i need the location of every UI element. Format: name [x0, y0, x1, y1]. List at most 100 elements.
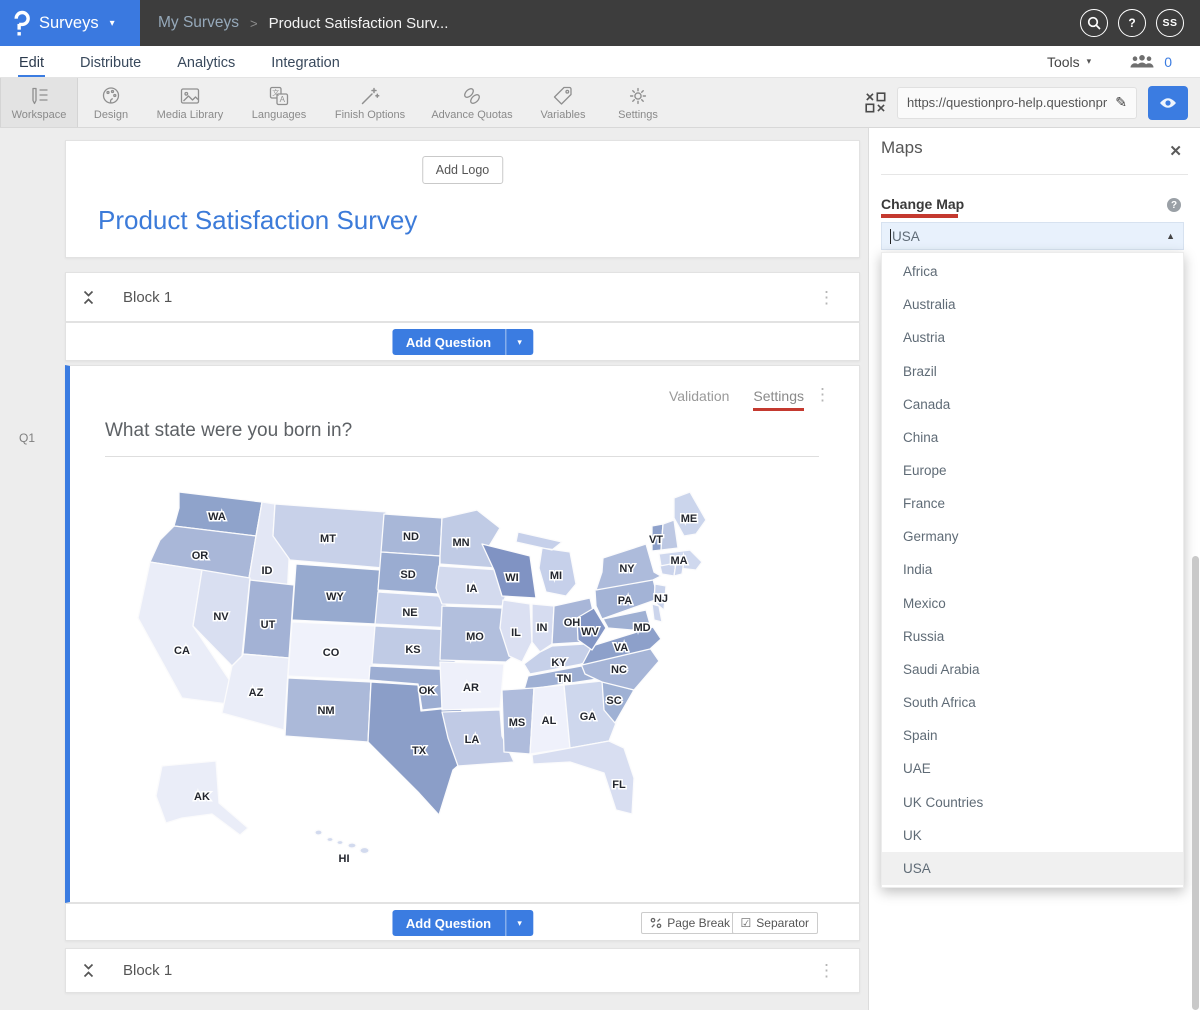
toolbar-item-workspace[interactable]: Workspace [0, 78, 78, 127]
map-state-il[interactable] [499, 599, 533, 663]
nav-tab-edit[interactable]: Edit [18, 55, 45, 77]
map-option-africa[interactable]: Africa [903, 264, 938, 280]
map-option-canada[interactable]: Canada [903, 396, 951, 412]
map-option-austria[interactable]: Austria [903, 330, 946, 346]
block-title[interactable]: Block 1 [123, 962, 173, 979]
product-switcher[interactable]: Surveys ▾ [0, 0, 140, 46]
preview-button[interactable] [1148, 85, 1188, 120]
toolbar-item-settings[interactable]: Settings [600, 78, 676, 127]
question-text[interactable]: What state were you born in? [105, 420, 353, 441]
map-option-uk-countries[interactable]: UK Countries [903, 794, 984, 810]
map-state-hi[interactable] [314, 829, 370, 855]
collapse-block-icon[interactable] [83, 963, 94, 978]
separator-button[interactable]: ☑ Separator [731, 912, 818, 934]
map-option-usa[interactable]: USA [882, 851, 1183, 885]
map-option-germany[interactable]: Germany [903, 529, 959, 545]
avatar[interactable]: SS [1156, 9, 1184, 37]
toolbar-item-label: Workspace [11, 108, 67, 121]
chevron-down-icon[interactable]: ▾ [1086, 56, 1092, 66]
map-option-france[interactable]: France [903, 496, 946, 512]
page-scrollbar[interactable] [1192, 556, 1199, 1010]
add-question-label[interactable]: Add Question [391, 910, 506, 936]
map-state-in[interactable] [531, 603, 555, 653]
map-state-ct[interactable] [659, 562, 677, 577]
collapse-block-icon[interactable] [83, 290, 94, 305]
close-icon[interactable]: ✕ [1169, 143, 1182, 160]
chevron-up-icon[interactable]: ▲ [1166, 231, 1175, 241]
survey-title[interactable]: Product Satisfaction Survey [98, 205, 418, 235]
map-state-me[interactable] [673, 491, 707, 537]
survey-url-input[interactable]: https://questionpro-help.questionpr [907, 95, 1108, 110]
map-option-uae[interactable]: UAE [903, 761, 931, 777]
map-option-mexico[interactable]: Mexico [903, 595, 946, 611]
map-state-nh[interactable] [660, 519, 679, 551]
map-state-ri[interactable] [673, 560, 685, 577]
map-option-brazil[interactable]: Brazil [903, 363, 937, 379]
toolbar-item-finish-options[interactable]: Finish Options [322, 78, 418, 127]
nav-tab-analytics[interactable]: Analytics [177, 55, 236, 71]
add-question-dropdown[interactable]: ▾ [505, 910, 534, 936]
add-question-button[interactable]: Add Question ▾ [391, 329, 534, 355]
breadcrumb-my-surveys[interactable]: My Surveys [158, 14, 239, 31]
block-title[interactable]: Block 1 [123, 288, 173, 306]
collaborators-button[interactable]: 0 [1129, 54, 1172, 70]
map-state-ak[interactable] [155, 760, 249, 836]
block-menu-icon[interactable]: ⋮ [818, 961, 835, 980]
map-state-nj[interactable] [653, 583, 667, 611]
tab-settings[interactable]: Settings [753, 388, 804, 411]
toolbar-item-design[interactable]: Design [78, 78, 144, 127]
map-state-ar[interactable] [439, 661, 505, 711]
add-question-dropdown[interactable]: ▾ [505, 329, 534, 355]
map-option-russia[interactable]: Russia [903, 628, 945, 644]
change-map-select[interactable]: USA ▲ [881, 222, 1184, 250]
map-state-wv[interactable] [576, 607, 607, 651]
map-option-saudi-arabia[interactable]: Saudi Arabia [903, 661, 980, 677]
map-state-az[interactable] [221, 653, 290, 731]
search-icon [1087, 16, 1101, 30]
toolbar-item-media-library[interactable]: Media Library [144, 78, 236, 127]
map-state-va[interactable] [581, 626, 662, 666]
map-state-de[interactable] [651, 603, 663, 623]
map-option-south-africa[interactable]: South Africa [903, 695, 976, 711]
add-logo-button[interactable]: Add Logo [421, 156, 504, 184]
map-option-india[interactable]: India [903, 562, 933, 578]
map-option-europe[interactable]: Europe [903, 463, 947, 479]
map-state-ny[interactable] [595, 543, 662, 591]
block-menu-icon[interactable]: ⋮ [818, 287, 835, 307]
help-button[interactable]: ? [1118, 9, 1146, 37]
tab-validation[interactable]: Validation [668, 388, 730, 404]
map-state-sd[interactable] [377, 551, 441, 595]
map-state-mt[interactable] [272, 503, 387, 569]
nav-tab-distribute[interactable]: Distribute [80, 55, 142, 71]
nav-tab-integration[interactable]: Integration [271, 55, 340, 71]
add-question-button[interactable]: Add Question ▾ [391, 910, 534, 936]
map-state-ms[interactable] [501, 687, 535, 755]
map-option-australia[interactable]: Australia [903, 297, 956, 313]
map-state-md[interactable] [602, 609, 651, 631]
map-state-co[interactable] [287, 621, 377, 681]
map-option-uk[interactable]: UK [903, 827, 922, 843]
map-state-al[interactable] [529, 684, 571, 755]
map-state-la[interactable] [441, 709, 515, 767]
map-state-nm[interactable] [284, 677, 372, 743]
toolbar-item-advance-quotas[interactable]: Advance Quotas [418, 78, 526, 127]
add-question-label[interactable]: Add Question [391, 329, 506, 355]
map-state-fl[interactable] [531, 740, 635, 815]
map-state-wi[interactable] [481, 543, 537, 599]
map-state-ut[interactable] [242, 579, 295, 659]
question-menu-icon[interactable]: ⋮ [814, 385, 831, 404]
edit-url-icon[interactable]: ✎ [1115, 94, 1127, 110]
map-state-mi[interactable] [515, 531, 577, 597]
help-icon[interactable]: ? [1167, 198, 1181, 212]
toolbar-item-variables[interactable]: Variables [526, 78, 600, 127]
page-break-button[interactable]: Page Break [641, 912, 739, 934]
map-state-nd[interactable] [380, 513, 443, 557]
tools-menu[interactable]: Tools [1046, 53, 1080, 70]
map-option-spain[interactable]: Spain [903, 728, 938, 744]
qr-code-icon[interactable] [865, 92, 886, 113]
people-icon [1129, 54, 1155, 69]
map-state-wy[interactable] [291, 563, 381, 625]
map-option-china[interactable]: China [903, 429, 939, 445]
search-button[interactable] [1080, 9, 1108, 37]
toolbar-item-languages[interactable]: 文 A Languages [236, 78, 322, 127]
